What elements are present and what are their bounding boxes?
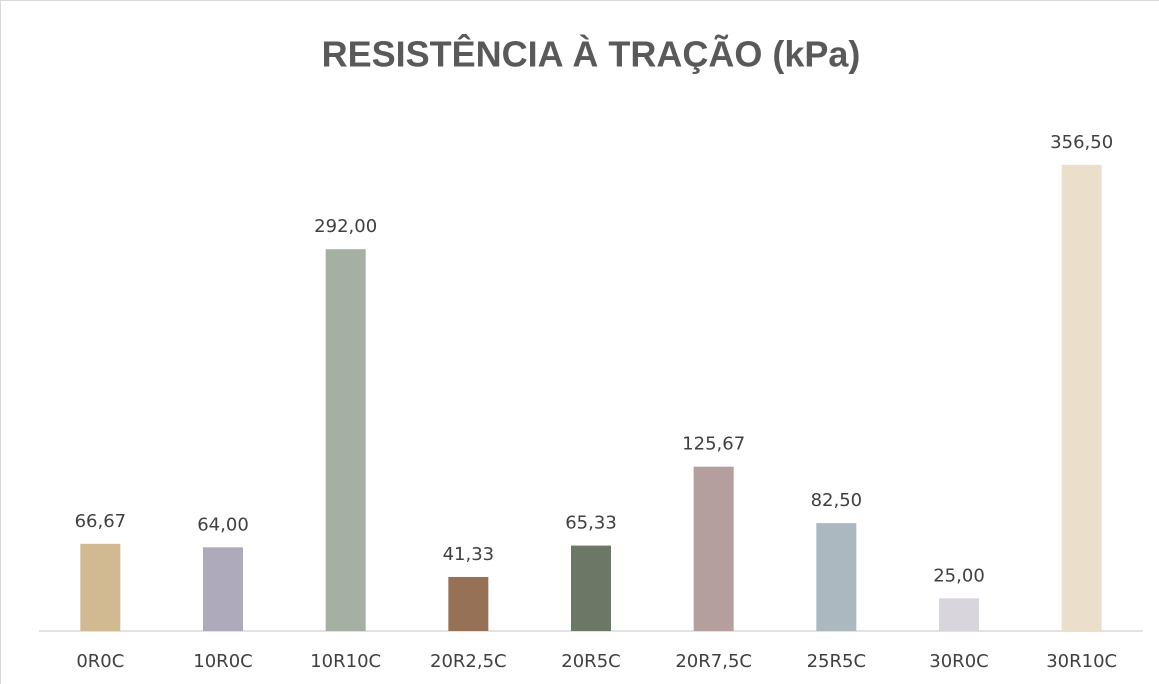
bar: [80, 543, 121, 631]
bar: [816, 523, 857, 631]
bar: [1061, 164, 1102, 631]
data-label: 356,50: [1050, 132, 1113, 153]
data-label: 82,50: [811, 490, 863, 511]
x-tick-label: 10R10C: [310, 651, 381, 672]
x-tick-label: 25R5C: [807, 651, 866, 672]
data-label: 41,33: [443, 544, 495, 565]
bar: [571, 545, 611, 631]
bar: [448, 576, 489, 631]
bar: [693, 466, 734, 631]
x-tick-label: 20R7,5C: [675, 651, 752, 672]
x-tick-label: 20R2,5C: [430, 651, 507, 672]
bar: [203, 547, 243, 631]
x-tick-label: 30R0C: [929, 651, 988, 672]
bar: [325, 249, 366, 631]
data-label: 125,67: [682, 434, 745, 455]
x-tick-label: 20R5C: [561, 651, 620, 672]
data-label: 66,67: [75, 511, 127, 532]
bar: [939, 598, 979, 631]
data-label: 65,33: [565, 513, 617, 534]
x-tick-label: 0R0C: [76, 651, 124, 672]
data-label: 292,00: [314, 216, 377, 237]
data-label: 64,00: [197, 514, 249, 535]
x-tick-label: 10R0C: [193, 651, 252, 672]
x-tick-label: 30R10C: [1046, 651, 1117, 672]
data-label: 25,00: [933, 565, 985, 586]
chart-title: RESISTÊNCIA À TRAÇÃO (kPa): [322, 33, 861, 75]
